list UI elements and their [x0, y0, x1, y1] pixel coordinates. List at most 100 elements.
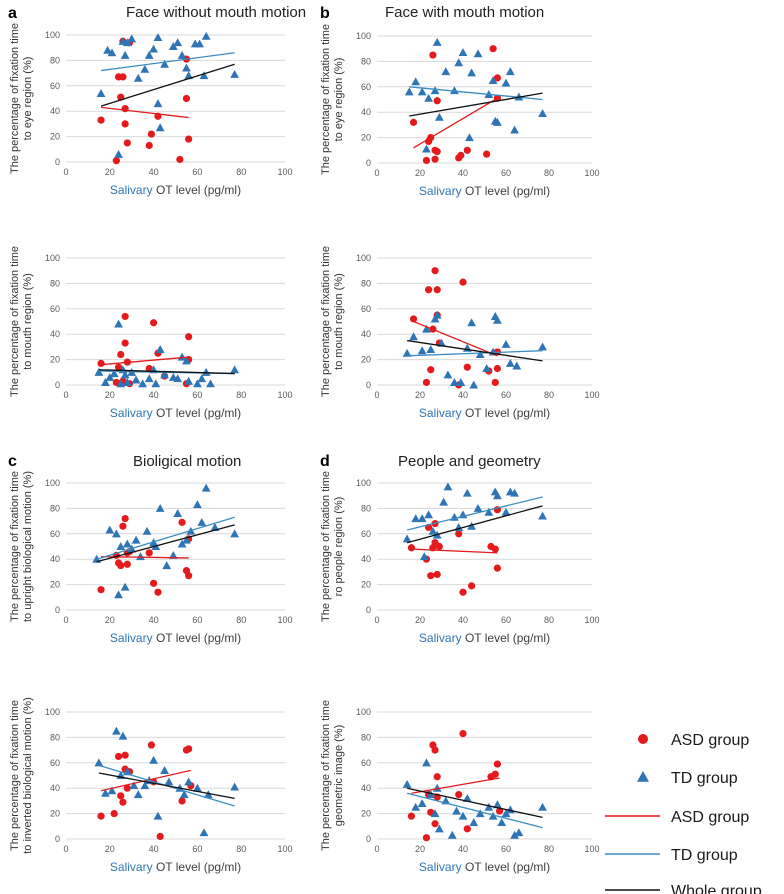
td-point	[450, 86, 459, 95]
td-point	[426, 345, 436, 353]
td-point	[193, 500, 202, 509]
td-point	[140, 64, 150, 73]
td-point	[230, 529, 240, 538]
td-point	[120, 370, 130, 379]
td-point	[101, 378, 110, 386]
x-tick-label: 0	[63, 844, 68, 854]
td-point	[173, 38, 183, 47]
td-point	[402, 779, 412, 788]
td-point	[404, 87, 414, 96]
td-point	[417, 514, 427, 523]
td-point	[168, 550, 178, 559]
x-label-prefix: Salivary	[419, 184, 462, 198]
y-axis-label: The percentage of fixation time	[9, 471, 21, 622]
td-point	[151, 379, 161, 388]
asd-point	[422, 156, 431, 165]
td-point	[118, 731, 128, 740]
y-tick-label: 40	[50, 554, 60, 564]
whole-trend-line	[96, 524, 235, 563]
x-label-prefix: Salivary	[110, 183, 153, 197]
y-tick-label: 100	[45, 478, 60, 488]
asd-point	[407, 812, 415, 820]
td-point	[155, 123, 165, 132]
td-point	[142, 526, 152, 535]
asd-point	[119, 522, 127, 530]
y-tick-label: 40	[361, 783, 371, 793]
y-tick-label: 100	[45, 253, 60, 263]
y-tick-label: 60	[50, 529, 60, 539]
y-axis-label: The percentage of fixation time	[320, 700, 332, 851]
asd-point	[117, 792, 125, 800]
asd-point	[429, 51, 437, 59]
asd-point	[185, 135, 193, 143]
td-point	[456, 378, 466, 386]
td-point	[155, 504, 165, 512]
x-tick-label: 80	[236, 844, 246, 854]
x-label-suffix: OT level (pg/ml)	[462, 184, 550, 198]
x-tick-label: 40	[149, 615, 159, 625]
x-tick-label: 40	[149, 390, 159, 400]
whole-trend-line	[98, 772, 235, 799]
x-tick-label: 20	[415, 844, 425, 854]
td-point	[114, 319, 123, 328]
x-tick-label: 20	[415, 615, 425, 625]
panel-title: Bioligical motion	[133, 453, 241, 470]
x-tick-label: 60	[192, 844, 202, 854]
td-point	[138, 379, 148, 388]
td-point	[417, 87, 427, 96]
y-axis-label: The percentage of fixation time	[9, 246, 21, 397]
td-point	[230, 782, 240, 791]
td-trend-line	[100, 52, 235, 72]
asd-point	[489, 45, 497, 53]
td-point	[450, 378, 459, 386]
td-point	[116, 542, 126, 551]
y-tick-label: 80	[50, 503, 60, 513]
y-tick-label: 0	[366, 158, 371, 168]
x-tick-label: 40	[149, 844, 159, 854]
td-point	[105, 372, 115, 381]
x-axis-label: Salivary OT level (pg/ml)	[110, 183, 241, 197]
y-tick-label: 40	[50, 329, 60, 339]
x-label-suffix: OT level (pg/ml)	[462, 631, 550, 645]
panel-d2: 0 20 40 60 80 100 0 20 40 60 80 100 Salivary OT leve…	[320, 700, 600, 874]
asd-point	[431, 267, 439, 275]
td-point	[538, 802, 547, 811]
td-point	[538, 511, 547, 520]
asd-point	[491, 545, 499, 553]
asd-point	[185, 572, 193, 580]
td-point	[184, 71, 194, 80]
td-point	[482, 364, 492, 373]
y-tick-label: 20	[361, 580, 371, 590]
legend-label: TD group	[671, 770, 738, 787]
td-point	[177, 50, 187, 59]
td-point	[206, 379, 215, 388]
td-point	[153, 99, 163, 108]
td-point	[230, 365, 240, 374]
td-point	[493, 315, 502, 324]
td-point	[201, 31, 211, 40]
td-point	[422, 758, 431, 767]
y-axis-label: The percentage of fixation time	[320, 24, 332, 175]
td-point	[465, 133, 474, 142]
asd-point	[435, 542, 443, 551]
asd-point	[491, 378, 499, 387]
td-point	[462, 793, 472, 802]
td-point	[469, 818, 479, 827]
td-point	[493, 800, 502, 809]
whole-trend-line	[406, 505, 543, 544]
td-point	[173, 509, 183, 517]
td-point	[111, 726, 121, 735]
y-tick-label: 100	[356, 31, 371, 41]
asd-point	[463, 146, 471, 154]
x-tick-label: 60	[501, 390, 511, 400]
asd-point	[409, 118, 418, 126]
td-point	[107, 786, 117, 795]
x-tick-label: 60	[501, 168, 511, 178]
y-tick-label: 60	[361, 758, 371, 768]
asd-point	[154, 588, 162, 596]
td-point	[454, 58, 464, 67]
asd-point	[185, 745, 193, 753]
x-label-prefix: Salivary	[419, 860, 462, 874]
td-point	[514, 828, 524, 837]
asd-point	[119, 798, 127, 806]
